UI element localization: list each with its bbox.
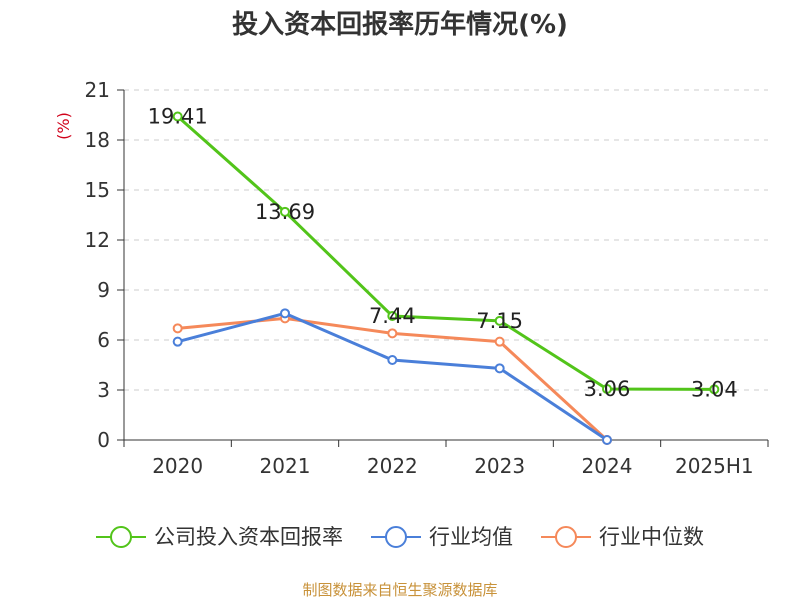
- data-point: [494, 315, 505, 326]
- y-tick-label: 0: [97, 428, 110, 452]
- data-point: [602, 435, 612, 445]
- legend-marker: [555, 526, 577, 548]
- data-point: [709, 384, 720, 395]
- data-point: [172, 111, 183, 122]
- x-tick-label: 2020: [152, 454, 203, 478]
- x-tick-label: 2025H1: [675, 454, 754, 478]
- data-point: [387, 328, 398, 339]
- y-tick-label: 6: [97, 328, 110, 352]
- data-point: [387, 355, 398, 365]
- x-tick-label: 2024: [582, 454, 633, 478]
- legend-item-1: 行业均值: [371, 525, 513, 549]
- series-line: [176, 115, 715, 391]
- data-point: [494, 363, 505, 374]
- legend-label: 行业均值: [429, 525, 513, 549]
- x-tick-label: 2021: [260, 454, 311, 478]
- y-tick-label: 18: [85, 128, 110, 152]
- data-label: 7.15: [476, 309, 523, 333]
- x-tick-label: 2022: [367, 454, 418, 478]
- legend-item-2: 行业中位数: [541, 525, 704, 549]
- data-label: 7.44: [369, 304, 416, 328]
- data-label: 19.41: [148, 105, 208, 129]
- data-point: [280, 206, 290, 217]
- legend-item-0: 公司投入资本回报率: [96, 525, 343, 549]
- data-label: 3.06: [584, 377, 631, 401]
- data-labels: 19.41 13.69 7.44 7.15 3.06 3.04: [148, 105, 738, 402]
- y-tick-label: 9: [97, 278, 110, 302]
- series-lines: [172, 111, 720, 445]
- x-tick-label: 2023: [474, 454, 525, 478]
- legend-marker: [110, 526, 132, 548]
- data-point: [494, 336, 505, 347]
- axes: 0 3 6 9 12 15 18 21 2020 2021 2022 2023 2024 2025H1: [85, 78, 769, 478]
- data-point: [602, 384, 612, 394]
- y-tick-label: 12: [85, 228, 110, 252]
- chart-title: 投入资本回报率历年情况(%): [232, 9, 568, 40]
- series-1: [172, 308, 612, 445]
- data-point: [172, 336, 183, 347]
- series-0: [172, 111, 720, 395]
- gridlines: [124, 89, 768, 391]
- source-note: 制图数据来自恒生聚源数据库: [302, 581, 497, 599]
- y-tick-label: 21: [85, 78, 110, 102]
- y-tick-label: 3: [97, 378, 110, 402]
- data-label: 3.04: [691, 377, 738, 401]
- data-label: 13.69: [255, 200, 315, 224]
- data-point: [387, 311, 398, 321]
- data-point: [172, 323, 183, 334]
- legend-label: 行业中位数: [599, 525, 704, 549]
- series-2: [172, 313, 612, 445]
- legend-label: 公司投入资本回报率: [154, 525, 343, 549]
- legend-marker: [385, 526, 407, 548]
- data-point: [280, 308, 290, 319]
- legend: 公司投入资本回报率 行业均值 行业中位数: [96, 525, 704, 549]
- y-tick-label: 15: [85, 178, 110, 202]
- y-axis-label: (%): [54, 112, 73, 140]
